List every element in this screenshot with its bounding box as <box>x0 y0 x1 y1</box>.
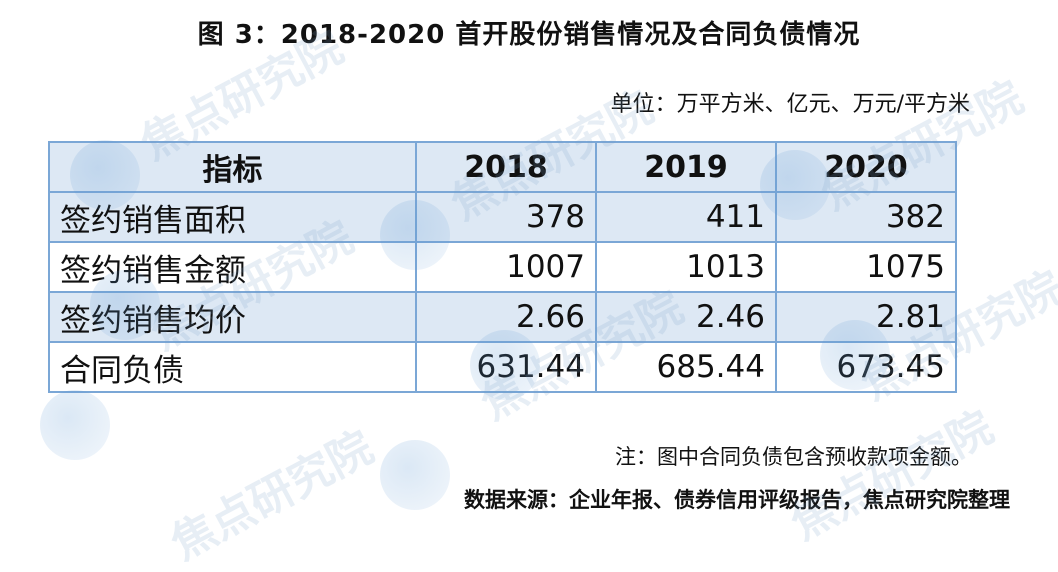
data-source: 数据来源：企业年报、债券信用评级报告，焦点研究院整理 <box>464 488 1010 512</box>
table-cell: 2.66 <box>415 291 597 343</box>
table-row: 签约销售面积 378 411 382 <box>48 191 957 243</box>
table-cell: 631.44 <box>415 341 597 393</box>
table-cell: 673.45 <box>775 341 957 393</box>
header-2018: 2018 <box>415 141 597 193</box>
watermark: 焦点研究院 <box>163 421 382 571</box>
table-row: 签约销售金额 1007 1013 1075 <box>48 241 957 293</box>
table-cell: 2.46 <box>595 291 777 343</box>
unit-note: 单位：万平方米、亿元、万元/平方米 <box>610 92 970 117</box>
table-cell: 411 <box>595 191 777 243</box>
row-label: 签约销售面积 <box>48 191 417 243</box>
table-cell: 378 <box>415 191 597 243</box>
table-cell: 2.81 <box>775 291 957 343</box>
table-cell: 1013 <box>595 241 777 293</box>
table-cell: 1075 <box>775 241 957 293</box>
row-label: 合同负债 <box>48 341 417 393</box>
watermark-logo-icon <box>380 440 450 510</box>
row-label: 签约销售金额 <box>48 241 417 293</box>
row-label: 签约销售均价 <box>48 291 417 343</box>
header-indicator: 指标 <box>48 141 417 193</box>
table-row: 签约销售均价 2.66 2.46 2.81 <box>48 291 957 343</box>
table-header-row: 指标 2018 2019 2020 <box>48 141 957 193</box>
figure-title: 图 3：2018-2020 首开股份销售情况及合同负债情况 <box>197 20 861 50</box>
table-cell: 685.44 <box>595 341 777 393</box>
table-cell: 1007 <box>415 241 597 293</box>
watermark-logo-icon <box>40 390 110 460</box>
header-2020: 2020 <box>775 141 957 193</box>
footnote: 注：图中合同负债包含预收款项金额。 <box>615 445 972 469</box>
table-cell: 382 <box>775 191 957 243</box>
table-row: 合同负债 631.44 685.44 673.45 <box>48 341 957 393</box>
header-2019: 2019 <box>595 141 777 193</box>
watermark: 焦点研究院 <box>783 401 1002 551</box>
sales-table: 指标 2018 2019 2020 签约销售面积 378 411 382 签约销… <box>48 141 957 393</box>
